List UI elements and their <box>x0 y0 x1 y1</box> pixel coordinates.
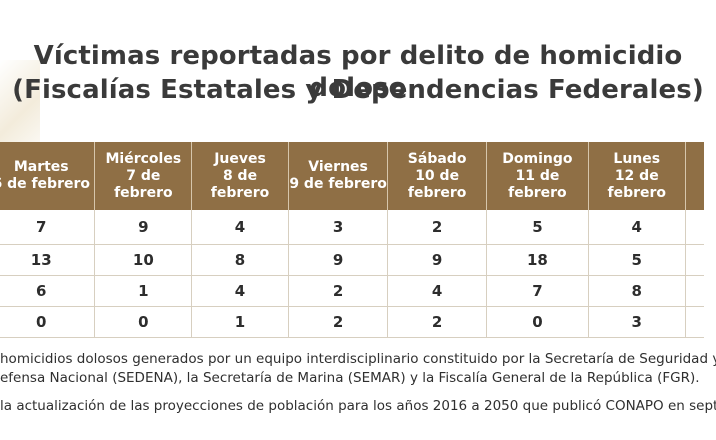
table-cell: 5 <box>588 244 686 276</box>
table-cell: 9 <box>387 244 487 276</box>
column-header: Miércoles 7 de febrero <box>94 142 193 210</box>
table-cell-truncated <box>685 244 704 276</box>
table-row: 6 1 4 2 4 7 8 <box>0 275 704 307</box>
column-date: 8 de febrero <box>210 167 270 201</box>
table-cell: 8 <box>588 275 686 307</box>
column-header: Martes 6 de febrero <box>0 142 96 210</box>
column-header: Jueves 8 de febrero <box>191 142 289 210</box>
table-cell: 0 <box>94 306 193 338</box>
column-date: 11 de febrero <box>508 167 567 201</box>
footnote-line: la actualización de las proyecciones de … <box>0 398 716 414</box>
report-subtitle: (Fiscalías Estatales y Dependencias Fede… <box>12 75 704 105</box>
table-cell: 10 <box>94 244 193 276</box>
table-cell: 4 <box>387 275 487 307</box>
footnote-line: homicidios dolosos generados por un equi… <box>0 351 716 367</box>
table-header-row: Martes 6 de febrero Miércoles 7 de febrero… <box>0 142 704 210</box>
column-day: Martes <box>13 159 69 175</box>
column-header: Domingo 11 de febrero <box>486 142 589 210</box>
table-row: 0 0 1 2 2 0 3 <box>0 306 704 338</box>
table-cell: 4 <box>191 275 289 307</box>
table-cell: 8 <box>191 244 289 276</box>
table-row: 13 10 8 9 9 18 5 <box>0 244 704 276</box>
table-cell: 5 <box>486 210 589 245</box>
table-cell: 9 <box>94 210 193 245</box>
table-cell: 6 <box>0 275 96 307</box>
table-cell: 13 <box>0 244 96 276</box>
column-day: Sábado <box>407 150 467 167</box>
column-day: Lunes <box>613 150 661 167</box>
table-row: 7 9 4 3 2 5 4 <box>0 210 704 245</box>
table-cell: 9 <box>288 244 389 276</box>
column-header: Lunes 12 de febrero <box>588 142 686 210</box>
table-cell: 4 <box>191 210 289 245</box>
report-title: Víctimas reportadas por delito de homici… <box>33 41 683 103</box>
table-cell: 2 <box>387 210 487 245</box>
column-date: 10 de febrero <box>407 167 467 201</box>
table-cell-truncated <box>685 210 704 245</box>
column-day: Miércoles <box>105 150 182 167</box>
column-date: 7 de febrero <box>114 167 173 201</box>
footnote-line: efensa Nacional (SEDENA), la Secretaría … <box>0 370 700 386</box>
column-date: 9 de febrero <box>289 176 387 192</box>
table-cell: 1 <box>94 275 193 307</box>
table-cell: 2 <box>387 306 487 338</box>
column-date: 12 de febrero <box>607 167 667 201</box>
table-cell: 7 <box>486 275 589 307</box>
table-cell: 3 <box>288 210 389 245</box>
column-date: 6 de febrero <box>0 176 90 192</box>
table-cell: 7 <box>0 210 96 245</box>
table-cell: 2 <box>288 306 389 338</box>
column-day: Jueves <box>214 150 266 167</box>
table-cell-truncated <box>685 306 704 338</box>
column-header: Viernes 9 de febrero <box>288 142 389 210</box>
table-cell-truncated <box>685 275 704 307</box>
table-cell: 0 <box>0 306 96 338</box>
table-cell: 18 <box>486 244 589 276</box>
table-cell: 0 <box>486 306 589 338</box>
table-cell: 1 <box>191 306 289 338</box>
column-header: Sábado 10 de febrero <box>387 142 487 210</box>
column-day: Viernes <box>308 159 368 175</box>
table-cell: 3 <box>588 306 686 338</box>
table-cell: 4 <box>588 210 686 245</box>
column-day: Domingo <box>502 150 573 167</box>
homicide-victims-table: Martes 6 de febrero Miércoles 7 de febrero… <box>0 142 704 338</box>
column-header-truncated <box>685 142 704 210</box>
table-cell: 2 <box>288 275 389 307</box>
